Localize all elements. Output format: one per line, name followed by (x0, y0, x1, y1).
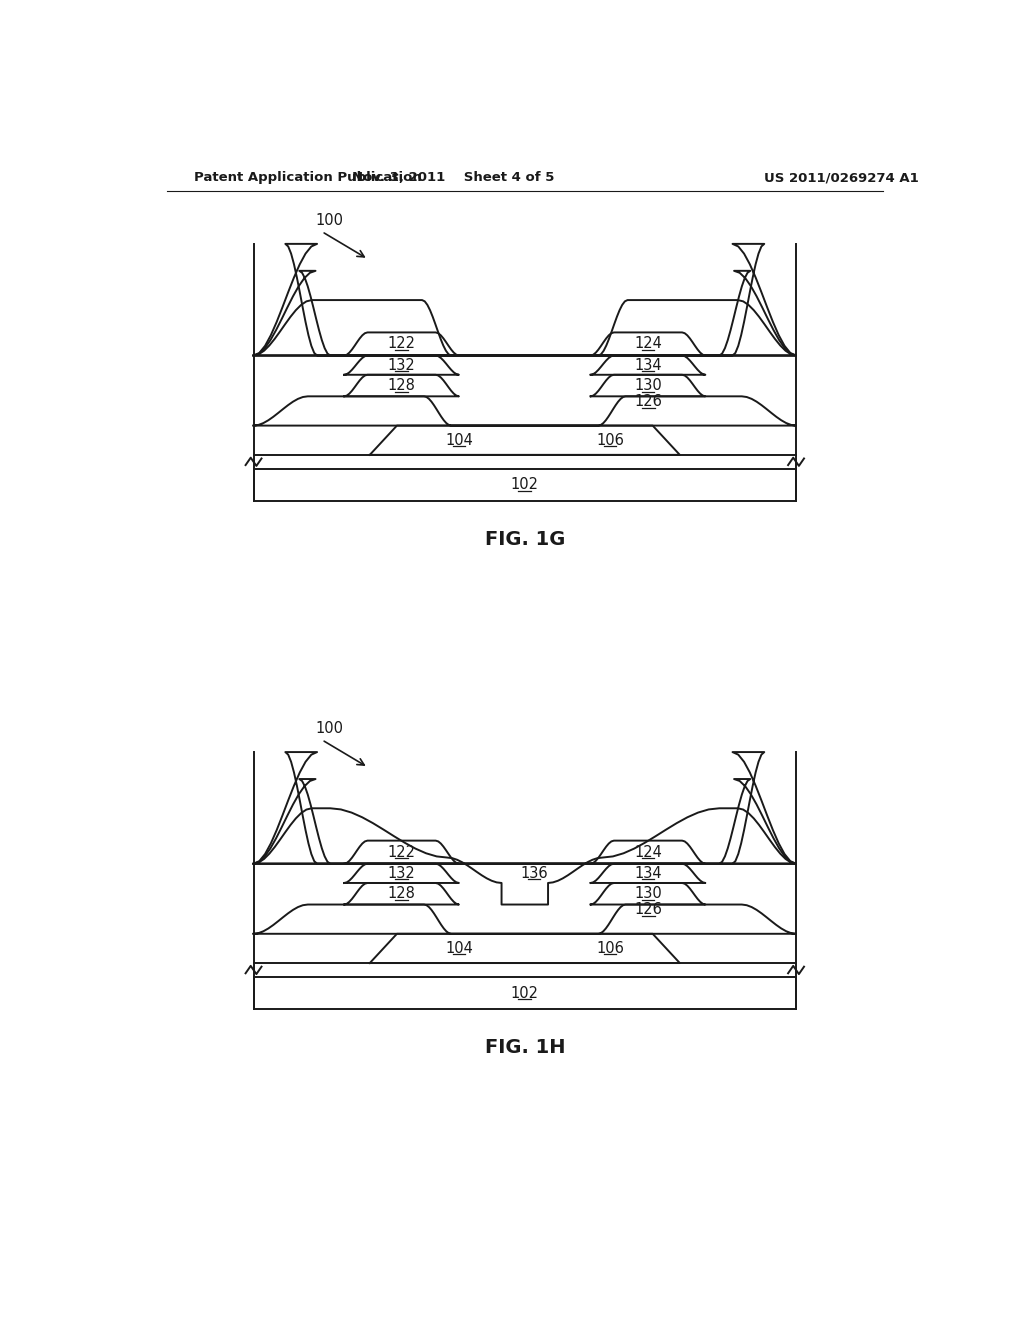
Polygon shape (254, 271, 796, 355)
Text: 104: 104 (445, 941, 473, 956)
Polygon shape (344, 883, 459, 904)
Text: 102: 102 (511, 478, 539, 492)
Polygon shape (344, 355, 459, 375)
Polygon shape (591, 841, 706, 863)
Polygon shape (254, 779, 796, 863)
Bar (254, 469, 796, 502)
Text: US 2011/0269274 A1: US 2011/0269274 A1 (764, 172, 919, 185)
Polygon shape (344, 375, 459, 396)
Bar (254, 977, 796, 1010)
Text: 134: 134 (634, 866, 662, 880)
Text: 134: 134 (634, 358, 662, 372)
Polygon shape (591, 333, 706, 355)
Polygon shape (254, 752, 796, 863)
Text: 106: 106 (596, 433, 624, 447)
Text: 132: 132 (388, 358, 416, 372)
Polygon shape (591, 863, 706, 883)
Polygon shape (254, 300, 796, 355)
Polygon shape (370, 425, 680, 455)
Polygon shape (370, 933, 680, 964)
Text: 122: 122 (387, 845, 416, 859)
Polygon shape (591, 355, 706, 375)
Text: 102: 102 (511, 986, 539, 1001)
Text: 132: 132 (388, 866, 416, 880)
Polygon shape (344, 841, 459, 863)
Text: 104: 104 (445, 433, 473, 447)
Text: Nov. 3, 2011    Sheet 4 of 5: Nov. 3, 2011 Sheet 4 of 5 (352, 172, 555, 185)
Polygon shape (344, 333, 459, 355)
Text: 100: 100 (315, 722, 343, 737)
Text: 130: 130 (634, 886, 662, 902)
Text: 128: 128 (388, 886, 416, 902)
Text: 100: 100 (315, 214, 343, 228)
Polygon shape (344, 863, 459, 883)
Text: 122: 122 (387, 337, 416, 351)
Text: FIG. 1H: FIG. 1H (484, 1039, 565, 1057)
Text: 124: 124 (634, 337, 662, 351)
Polygon shape (591, 883, 706, 904)
Polygon shape (591, 375, 706, 396)
Text: 126: 126 (635, 395, 663, 409)
Text: 136: 136 (520, 866, 548, 880)
Polygon shape (254, 904, 796, 933)
Text: 124: 124 (634, 845, 662, 859)
Text: 126: 126 (635, 903, 663, 917)
Text: 128: 128 (388, 378, 416, 393)
Text: Patent Application Publication: Patent Application Publication (194, 172, 422, 185)
Polygon shape (254, 396, 796, 425)
Text: 106: 106 (596, 941, 624, 956)
Text: FIG. 1G: FIG. 1G (484, 531, 565, 549)
Polygon shape (254, 808, 796, 904)
Text: 130: 130 (634, 378, 662, 393)
Polygon shape (254, 244, 796, 355)
